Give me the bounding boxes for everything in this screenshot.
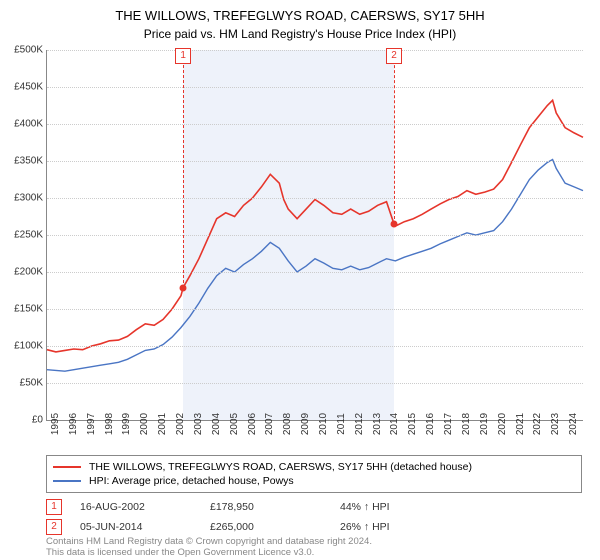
sale-marker-line bbox=[394, 50, 395, 224]
x-axis-label: 2012 bbox=[354, 413, 365, 435]
chart-container: THE WILLOWS, TREFEGLWYS ROAD, CAERSWS, S… bbox=[0, 0, 600, 560]
series-hpi bbox=[47, 160, 583, 372]
y-axis-label: £250K bbox=[1, 230, 43, 241]
sale-row-marker: 1 bbox=[46, 499, 62, 515]
x-axis-label: 2004 bbox=[211, 413, 222, 435]
sale-row-price: £178,950 bbox=[210, 501, 340, 513]
footer-line-2: This data is licensed under the Open Gov… bbox=[46, 547, 372, 558]
legend-row: HPI: Average price, detached house, Powy… bbox=[53, 474, 575, 488]
y-axis-label: £150K bbox=[1, 304, 43, 315]
y-axis-label: £350K bbox=[1, 156, 43, 167]
gridline-h bbox=[47, 235, 583, 236]
gridline-h bbox=[47, 309, 583, 310]
chart-title: THE WILLOWS, TREFEGLWYS ROAD, CAERSWS, S… bbox=[0, 0, 600, 25]
sale-row: 2 05-JUN-2014£265,00026% ↑ HPI bbox=[46, 517, 470, 537]
x-axis-label: 1999 bbox=[121, 413, 132, 435]
x-axis-label: 2016 bbox=[425, 413, 436, 435]
x-axis-label: 2005 bbox=[229, 413, 240, 435]
x-axis-label: 1997 bbox=[86, 413, 97, 435]
y-axis-label: £300K bbox=[1, 193, 43, 204]
gridline-h bbox=[47, 198, 583, 199]
gridline-h bbox=[47, 161, 583, 162]
y-axis-label: £100K bbox=[1, 341, 43, 352]
gridline-h bbox=[47, 346, 583, 347]
x-axis-label: 2013 bbox=[372, 413, 383, 435]
series-property bbox=[47, 100, 583, 352]
legend-swatch bbox=[53, 480, 81, 482]
gridline-h bbox=[47, 50, 583, 51]
sale-row-date: 16-AUG-2002 bbox=[80, 501, 210, 513]
y-axis-label: £50K bbox=[1, 378, 43, 389]
x-axis-label: 2015 bbox=[407, 413, 418, 435]
gridline-h bbox=[47, 87, 583, 88]
x-axis-label: 2017 bbox=[443, 413, 454, 435]
x-axis-label: 2002 bbox=[175, 413, 186, 435]
x-axis-label: 2023 bbox=[550, 413, 561, 435]
x-axis-label: 2018 bbox=[461, 413, 472, 435]
x-axis-label: 2003 bbox=[193, 413, 204, 435]
sale-row-date: 05-JUN-2014 bbox=[80, 521, 210, 533]
gridline-h bbox=[47, 124, 583, 125]
x-axis-label: 2007 bbox=[264, 413, 275, 435]
footer-attribution: Contains HM Land Registry data © Crown c… bbox=[46, 536, 372, 559]
x-axis-label: 2000 bbox=[139, 413, 150, 435]
sale-row-delta: 44% ↑ HPI bbox=[340, 501, 470, 513]
plot-area: £0£50K£100K£150K£200K£250K£300K£350K£400… bbox=[46, 50, 583, 421]
gridline-h bbox=[47, 383, 583, 384]
y-axis-label: £500K bbox=[1, 45, 43, 56]
x-axis-label: 2011 bbox=[336, 413, 347, 435]
x-axis-label: 1998 bbox=[104, 413, 115, 435]
legend-label: THE WILLOWS, TREFEGLWYS ROAD, CAERSWS, S… bbox=[89, 461, 472, 473]
x-axis-label: 2024 bbox=[568, 413, 579, 435]
sale-row-delta: 26% ↑ HPI bbox=[340, 521, 470, 533]
y-axis-label: £400K bbox=[1, 119, 43, 130]
legend-swatch bbox=[53, 466, 81, 468]
sale-row: 1 16-AUG-2002£178,95044% ↑ HPI bbox=[46, 497, 470, 517]
y-axis-label: £450K bbox=[1, 82, 43, 93]
x-axis-label: 1995 bbox=[50, 413, 61, 435]
footer-line-1: Contains HM Land Registry data © Crown c… bbox=[46, 536, 372, 547]
sale-marker-box: 2 bbox=[386, 48, 402, 64]
x-axis-label: 2014 bbox=[389, 413, 400, 435]
legend-box: THE WILLOWS, TREFEGLWYS ROAD, CAERSWS, S… bbox=[46, 455, 582, 493]
x-axis-label: 2020 bbox=[497, 413, 508, 435]
sale-marker-box: 1 bbox=[175, 48, 191, 64]
sale-row-marker: 2 bbox=[46, 519, 62, 535]
x-axis-label: 2001 bbox=[157, 413, 168, 435]
chart-subtitle: Price paid vs. HM Land Registry's House … bbox=[0, 25, 600, 41]
x-axis-label: 1996 bbox=[68, 413, 79, 435]
x-axis-label: 2006 bbox=[247, 413, 258, 435]
y-axis-label: £200K bbox=[1, 267, 43, 278]
x-axis-label: 2022 bbox=[532, 413, 543, 435]
x-axis-label: 2010 bbox=[318, 413, 329, 435]
sale-row-price: £265,000 bbox=[210, 521, 340, 533]
sale-marker-line bbox=[183, 50, 184, 288]
sale-marker-dot bbox=[180, 284, 187, 291]
gridline-h bbox=[47, 272, 583, 273]
x-axis-label: 2008 bbox=[282, 413, 293, 435]
sale-marker-dot bbox=[390, 220, 397, 227]
x-axis-label: 2021 bbox=[515, 413, 526, 435]
sales-table: 1 16-AUG-2002£178,95044% ↑ HPI 2 05-JUN-201… bbox=[46, 497, 470, 537]
legend-label: HPI: Average price, detached house, Powy… bbox=[89, 475, 294, 487]
x-axis-label: 2009 bbox=[300, 413, 311, 435]
y-axis-label: £0 bbox=[1, 415, 43, 426]
x-axis-label: 2019 bbox=[479, 413, 490, 435]
legend-row: THE WILLOWS, TREFEGLWYS ROAD, CAERSWS, S… bbox=[53, 460, 575, 474]
